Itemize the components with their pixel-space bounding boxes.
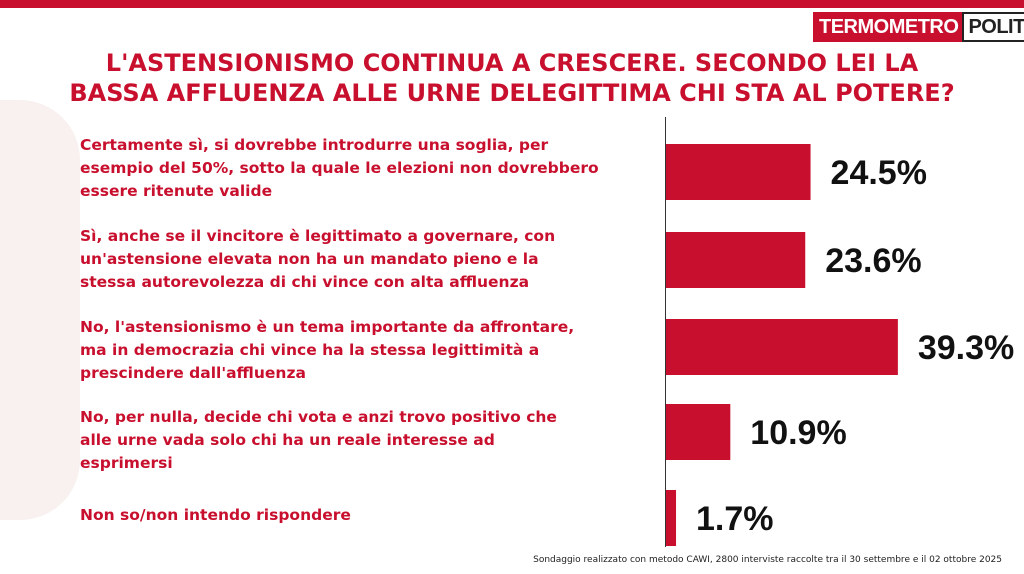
brand-logo: TERMOMETRO POLITICO	[813, 12, 1024, 42]
category-label-line: ma in democrazia chi vince ha la stessa …	[80, 341, 540, 359]
bar-3	[666, 319, 898, 375]
category-label-line: esprimersi	[80, 454, 173, 472]
bar-1	[666, 144, 811, 200]
category-label-line: Non so/non intendo rispondere	[80, 506, 351, 524]
category-label-line: esempio del 50%, sotto la quale le elezi…	[80, 159, 599, 177]
category-label-line: essere ritenute valide	[80, 182, 273, 200]
logo-left-text: TERMOMETRO	[813, 12, 963, 42]
bar-4	[666, 404, 731, 460]
background-watermark	[0, 100, 80, 520]
value-label-3: 39.3%	[918, 329, 1014, 367]
category-label-line: Sì, anche se il vincitore è legittimato …	[80, 227, 556, 245]
value-label-5: 1.7%	[696, 500, 774, 538]
chart-title-line-2: BASSA AFFLUENZA ALLE URNE DELEGITTIMA CH…	[69, 79, 955, 107]
chart-title-line-1: L'ASTENSIONISMO CONTINUA A CRESCERE. SEC…	[105, 49, 919, 77]
value-label-1: 24.5%	[831, 154, 927, 192]
survey-footnote: Sondaggio realizzato con metodo CAWI, 28…	[533, 555, 1002, 565]
category-label-5: Non so/non intendo rispondere	[80, 504, 660, 527]
category-label-line: stessa autorevolezza di chi vince con al…	[80, 273, 530, 291]
category-label-1: Certamente sì, si dovrebbe introdurre un…	[80, 134, 660, 203]
value-label-2: 23.6%	[825, 242, 921, 280]
value-label-4: 10.9%	[750, 414, 846, 452]
chart-title: L'ASTENSIONISMO CONTINUA A CRESCERE. SEC…	[0, 48, 1024, 108]
category-label-4: No, per nulla, decide chi vota e anzi tr…	[80, 406, 660, 475]
category-label-line: Certamente sì, si dovrebbe introdurre un…	[80, 136, 549, 154]
category-label-line: prescindere dall'affluenza	[80, 364, 306, 382]
top-accent-bar	[0, 0, 1024, 8]
bar-5	[666, 490, 677, 546]
chart-axis-line	[665, 117, 666, 547]
logo-right-text: POLITICO	[962, 12, 1024, 42]
category-label-2: Sì, anche se il vincitore è legittimato …	[80, 225, 660, 294]
category-label-line: alle urne vada solo chi ha un reale inte…	[80, 431, 495, 449]
category-label-line: No, per nulla, decide chi vota e anzi tr…	[80, 408, 557, 426]
bar-2	[666, 232, 806, 288]
category-label-3: No, l'astensionismo è un tema importante…	[80, 316, 660, 385]
category-label-line: No, l'astensionismo è un tema importante…	[80, 318, 575, 336]
category-label-line: un'astensione elevata non ha un mandato …	[80, 250, 539, 268]
